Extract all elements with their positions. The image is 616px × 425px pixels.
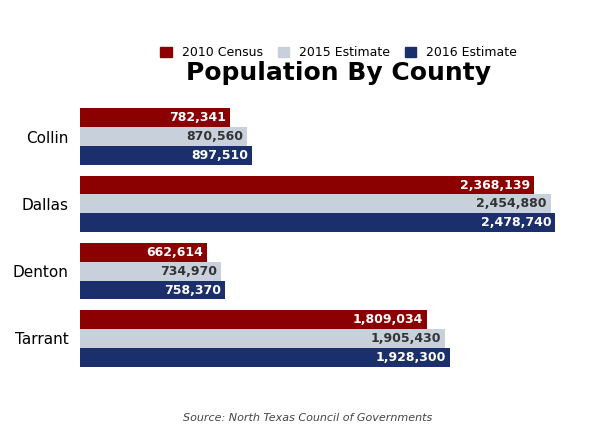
Text: 734,970: 734,970 <box>160 265 217 278</box>
Bar <box>80 280 225 300</box>
Bar <box>80 146 252 165</box>
Bar <box>80 108 230 127</box>
Text: 758,370: 758,370 <box>164 283 222 297</box>
Legend: 2010 Census, 2015 Estimate, 2016 Estimate: 2010 Census, 2015 Estimate, 2016 Estimat… <box>161 46 517 59</box>
Text: 1,809,034: 1,809,034 <box>352 313 423 326</box>
Text: 662,614: 662,614 <box>147 246 203 259</box>
Text: 897,510: 897,510 <box>191 149 248 162</box>
Bar <box>80 329 445 348</box>
Bar <box>80 213 555 232</box>
Bar <box>80 176 534 195</box>
Text: 1,928,300: 1,928,300 <box>375 351 446 364</box>
Bar <box>80 127 247 146</box>
Text: 870,560: 870,560 <box>186 130 243 143</box>
Bar <box>80 243 207 262</box>
Bar <box>80 195 551 213</box>
Bar <box>80 348 450 367</box>
Text: 782,341: 782,341 <box>169 111 226 124</box>
Text: 2,368,139: 2,368,139 <box>460 178 530 192</box>
Text: 2,454,880: 2,454,880 <box>476 197 547 210</box>
Text: 1,905,430: 1,905,430 <box>371 332 442 345</box>
Text: Source: North Texas Council of Governments: Source: North Texas Council of Governmen… <box>184 413 432 423</box>
Bar <box>80 310 427 329</box>
Bar <box>80 262 221 280</box>
Text: 2,478,740: 2,478,740 <box>480 216 551 229</box>
Title: Population By County: Population By County <box>186 61 492 85</box>
